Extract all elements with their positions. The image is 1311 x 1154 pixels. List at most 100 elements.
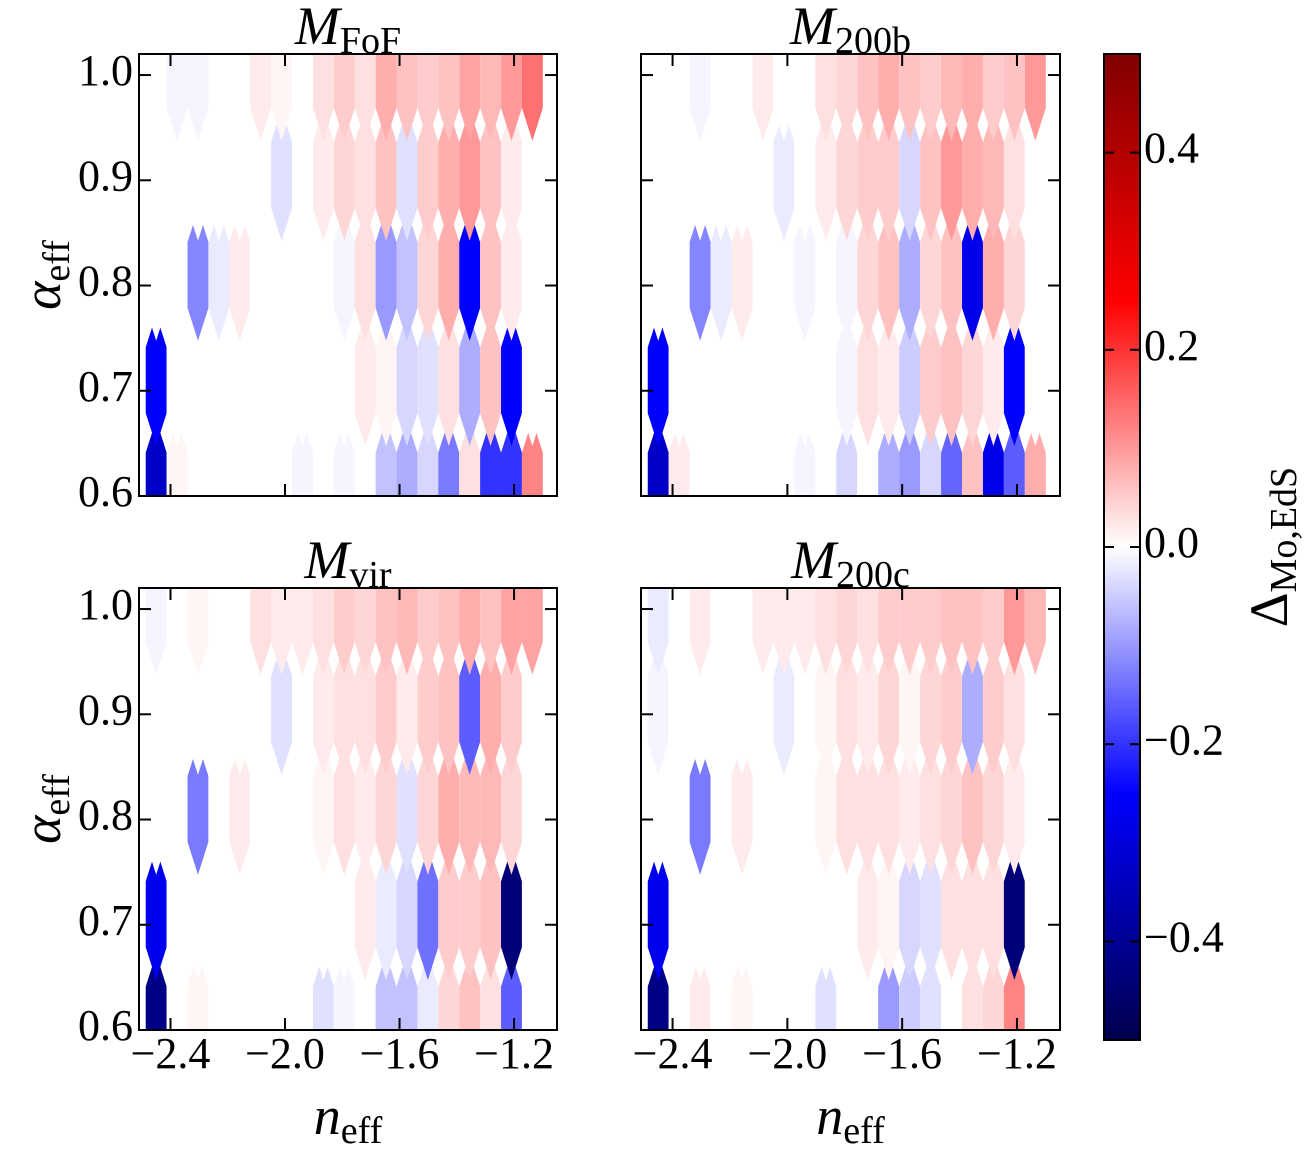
hex-cell [1003,953,1025,1030]
hex-cell [752,743,774,875]
hex-cell [773,848,795,981]
hex-cell [752,209,774,341]
x-tick-label: −1.2 [474,1029,554,1078]
hex-cell [145,314,167,447]
hex-cell [312,419,334,496]
hex-cell [250,743,272,875]
hex-cell [459,109,481,241]
hex-cell [438,643,460,775]
hex-cell [1003,209,1025,341]
hex-cell [229,314,251,447]
hex-cell [961,209,983,341]
hex-cell [375,109,397,241]
hex-cell [878,419,900,496]
colorbar-tick-label: 0.2 [1144,321,1199,370]
hex-cell [292,209,313,341]
y-axis-label-main: α [12,814,72,844]
plot-frame [138,587,558,1031]
hex-cell [961,953,983,1030]
hex-cell [773,209,795,341]
panel-title-sub: 200c [836,554,910,596]
hex-cell [396,848,418,981]
hex-cell [857,643,879,775]
hex-cell [982,209,1004,341]
hex-cell [1024,109,1046,241]
hex-cell [459,419,481,496]
hex-cell [271,314,293,447]
hex-cell [731,848,753,981]
hex-cell [417,953,439,1030]
hex-cell [961,588,983,675]
hex-cell [920,209,942,341]
x-axis-label: neff [314,1086,383,1151]
hex-cell [354,588,376,675]
hex-cell [417,588,439,675]
hex-cell [438,209,460,341]
hex-cell [710,953,732,1030]
hex-cell [438,314,460,447]
hex-cell [145,209,167,341]
hex-cell [857,743,879,875]
hex-cell [920,588,942,675]
hex-cell [857,588,879,675]
hex-cell [794,109,816,241]
hex-cell [731,588,753,675]
hex-cell [375,314,397,447]
hex-cell [752,109,774,241]
hex-cell [752,848,774,981]
hex-cell [731,643,753,775]
y-tick-label: 1.0 [78,580,133,629]
hexbin-cells [145,54,543,496]
hex-cell [438,848,460,981]
hex-cell [333,848,355,981]
hex-cell [521,54,543,141]
hex-cell [229,743,251,875]
hex-cell [731,419,753,496]
hex-cell [396,209,418,341]
hex-cell [1024,419,1046,496]
hex-cell [396,953,418,1030]
colorbar-tick-label: 0.0 [1144,518,1199,567]
x-axis-label-main: n [816,1086,843,1146]
y-tick-label: 0.9 [78,151,133,200]
x-tick-label: −2.4 [633,1029,713,1078]
hex-cell [647,209,669,341]
panel-title: M200b [789,0,911,62]
hex-cell [333,209,355,341]
hex-cell [878,109,900,241]
hex-cell [668,54,690,141]
hex-cell [857,314,879,447]
hex-cell [689,209,711,341]
hex-cell [920,314,942,447]
hex-cell [647,743,669,875]
hex-cell [250,953,272,1030]
hex-cell [375,588,397,675]
hex-cell [354,743,376,875]
hex-cell [1024,54,1046,141]
hex-cell [878,643,900,775]
hex-cell [961,419,983,496]
panel-title-main: M [790,530,839,590]
hex-cell [250,588,272,675]
hex-cell [208,419,230,496]
colorbar-tick-label: −0.2 [1144,715,1224,764]
hex-cell [773,953,795,1030]
hex-cell [250,209,272,341]
hex-cell [187,743,209,875]
hex-cell [271,109,293,241]
hex-cell [229,588,251,675]
hex-cell [857,109,879,241]
hex-cell [941,209,962,341]
hex-cell [668,743,690,875]
hex-cell [689,109,711,241]
hex-cell [312,848,334,981]
hex-cell [166,588,188,675]
hex-cell [961,109,983,241]
x-axis-label: neff [816,1086,885,1151]
hex-cell [982,848,1004,981]
hex-cell [710,743,732,875]
hex-cell [961,643,983,775]
hex-cell [459,743,481,875]
hex-cell [187,953,209,1030]
hex-cell [417,314,439,447]
